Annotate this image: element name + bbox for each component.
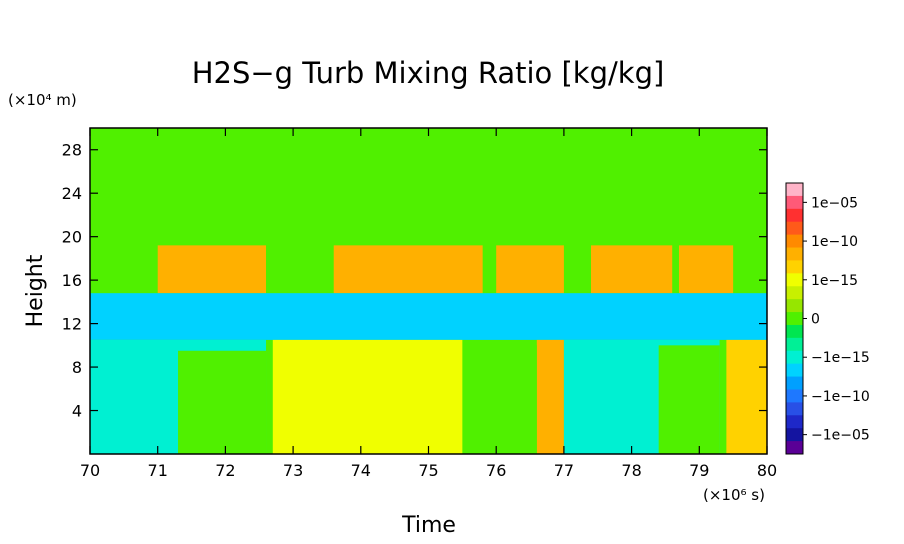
colorbar-swatch (786, 183, 803, 197)
x-tick-label: 70 (80, 461, 100, 480)
colorbar-swatch (786, 389, 803, 403)
x-tick-label: 71 (148, 461, 168, 480)
x-tick-label: 77 (554, 461, 574, 480)
region-positive-plume-4 (590, 245, 673, 294)
y-axis-unit: (×10⁴ m) (8, 91, 77, 109)
colorbar-swatch (786, 363, 803, 378)
colorbar-tick-label: 1e−10 (811, 234, 858, 250)
y-axis-ticks: 4 8 12 16 20 24 28 (62, 141, 767, 421)
colorbar-swatch (786, 376, 803, 390)
region-neutral-patch-13 (469, 345, 537, 454)
colorbar-swatch (786, 324, 803, 339)
x-tick-label: 74 (351, 461, 371, 480)
colorbar-swatch (786, 441, 803, 455)
colorbar-swatch (786, 234, 803, 249)
x-tick-label: 78 (621, 461, 641, 480)
colorbar-swatch (786, 247, 803, 261)
region-mixed-lower-8 (272, 339, 463, 454)
region-negative-band-6 (90, 293, 767, 340)
x-tick-label: 76 (486, 461, 506, 480)
y-tick-label: 24 (62, 184, 82, 203)
chart-title: H2S−g Turb Mixing Ratio [kg/kg] (192, 56, 665, 90)
colorbar-swatch (786, 273, 803, 287)
colorbar: 1e−05 1e−10 1e−15 0 −1e−15 −1e−10 −1e−05 (785, 182, 870, 455)
x-tick-label: 79 (689, 461, 709, 480)
colorbar-swatch (786, 221, 803, 236)
colorbar-tick-label: −1e−05 (811, 428, 870, 444)
colorbar-tick-label: 1e−15 (811, 273, 858, 289)
x-axis-unit: (×10⁶ s) (703, 486, 765, 504)
region-positive-plume-2 (333, 245, 483, 294)
region-mixed-lower-9 (536, 339, 564, 454)
y-tick-label: 16 (62, 271, 82, 290)
y-axis-label: Height (23, 254, 48, 327)
x-tick-label: 72 (215, 461, 235, 480)
x-axis-ticks: 70 71 72 73 74 75 76 77 78 79 80 (80, 128, 777, 480)
colorbar-tick-label: −1e−10 (811, 389, 870, 405)
region-positive-plume-3 (496, 245, 564, 294)
colorbar-swatch (786, 415, 803, 429)
y-tick-label: 20 (62, 228, 82, 247)
y-tick-label: 8 (72, 358, 82, 377)
colorbar-swatch (786, 350, 803, 365)
heatmap-field (90, 128, 767, 454)
y-tick-label: 12 (62, 315, 82, 334)
colorbar-tick-label: 0 (811, 312, 820, 328)
region-mixed-lower-11 (726, 339, 767, 454)
colorbar-swatch (786, 402, 803, 416)
x-tick-label: 73 (283, 461, 303, 480)
colorbar-swatch (786, 195, 803, 210)
colorbar-tick-label: −1e−15 (811, 350, 870, 366)
colorbar-swatch (786, 208, 803, 223)
colorbar-swatch (786, 260, 803, 274)
colorbar-swatch (786, 337, 803, 352)
colorbar-swatch (786, 299, 803, 313)
y-tick-label: 4 (72, 402, 82, 421)
region-neutral-patch-12 (178, 350, 267, 454)
colorbar-swatch (786, 286, 803, 300)
y-tick-label: 28 (62, 141, 82, 160)
colorbar-tick-label: 1e−05 (811, 195, 858, 211)
x-axis-label: Time (401, 513, 456, 538)
region-neutral-patch-14 (658, 345, 720, 454)
colorbar-swatch (786, 428, 803, 442)
colorbar-swatch (786, 312, 803, 326)
region-positive-plume-5 (678, 245, 734, 294)
region-positive-plume-1 (157, 245, 267, 294)
x-tick-label: 75 (418, 461, 438, 480)
x-tick-label: 80 (757, 461, 777, 480)
